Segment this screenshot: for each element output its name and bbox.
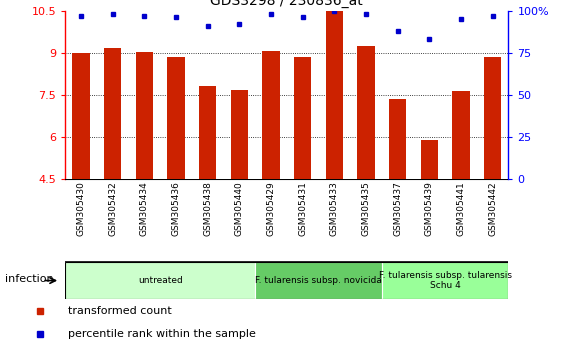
Bar — [294, 57, 311, 179]
Text: F. tularensis subsp. tularensis
Schu 4: F. tularensis subsp. tularensis Schu 4 — [378, 271, 512, 290]
Text: GSM305441: GSM305441 — [457, 181, 465, 236]
Bar — [262, 51, 279, 179]
Bar — [325, 11, 343, 179]
Text: GSM305438: GSM305438 — [203, 181, 212, 236]
Text: GSM305437: GSM305437 — [393, 181, 402, 236]
Bar — [357, 46, 375, 179]
Text: GSM305440: GSM305440 — [235, 181, 244, 236]
Bar — [420, 140, 438, 179]
Text: GSM305434: GSM305434 — [140, 181, 149, 236]
Title: GDS3298 / 230836_at: GDS3298 / 230836_at — [211, 0, 363, 8]
Text: GSM305430: GSM305430 — [77, 181, 86, 236]
Text: GSM305431: GSM305431 — [298, 181, 307, 236]
Text: GSM305433: GSM305433 — [330, 181, 339, 236]
Text: GSM305432: GSM305432 — [108, 181, 117, 236]
Bar — [389, 99, 406, 179]
Bar — [199, 86, 216, 179]
Text: percentile rank within the sample: percentile rank within the sample — [68, 329, 256, 339]
Bar — [65, 262, 255, 299]
Bar — [231, 91, 248, 179]
Text: infection: infection — [5, 274, 54, 284]
Text: F. tularensis subsp. novicida: F. tularensis subsp. novicida — [255, 276, 382, 285]
Bar — [484, 57, 501, 179]
Text: GSM305435: GSM305435 — [361, 181, 370, 236]
Text: untreated: untreated — [138, 276, 183, 285]
Text: GSM305442: GSM305442 — [488, 181, 497, 236]
Text: GSM305439: GSM305439 — [425, 181, 434, 236]
Bar — [168, 57, 185, 179]
Text: transformed count: transformed count — [68, 306, 172, 316]
Bar — [104, 48, 122, 179]
Bar — [452, 91, 470, 179]
Bar — [382, 262, 508, 299]
Bar — [255, 262, 382, 299]
Text: GSM305429: GSM305429 — [266, 181, 275, 236]
Text: GSM305436: GSM305436 — [172, 181, 181, 236]
Bar — [73, 53, 90, 179]
Bar — [136, 52, 153, 179]
